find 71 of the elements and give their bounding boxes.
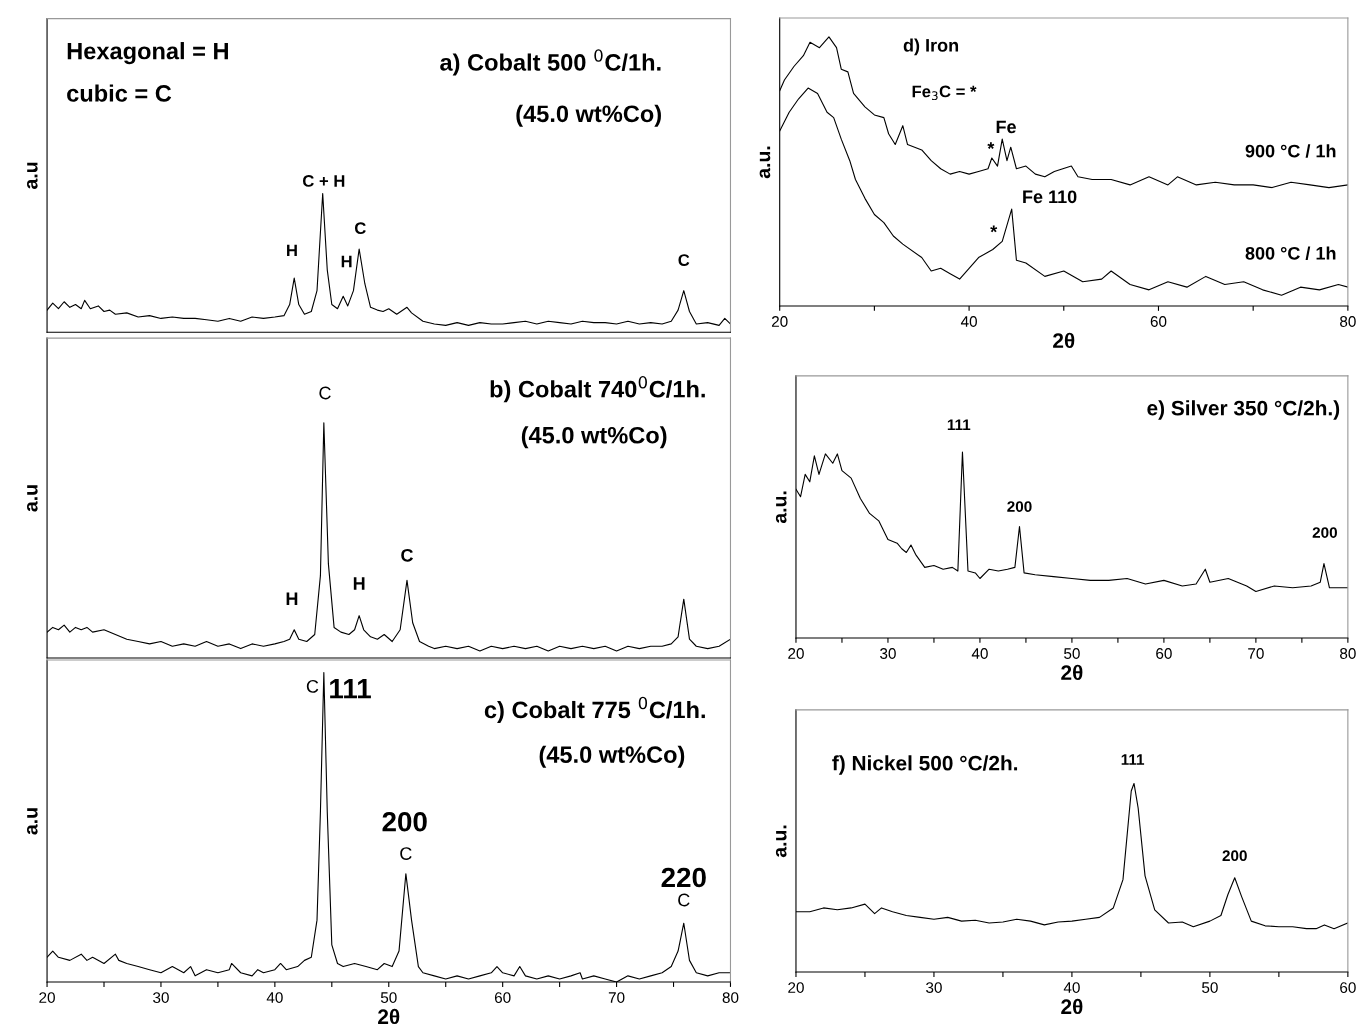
annotation: Fe$_{3}$C = * xyxy=(912,85,977,101)
chart-title: f) Nickel 500 °C/2h. xyxy=(832,755,1018,775)
x-tick-label: 20 xyxy=(788,648,804,659)
y-axis-title: a.u. xyxy=(775,491,787,524)
x-tick-label: 40 xyxy=(1063,982,1080,993)
annotation: C xyxy=(678,893,690,907)
x-tick-label: 60 xyxy=(1156,648,1172,659)
annotation: * xyxy=(987,142,995,149)
x-tick-label: 40 xyxy=(960,316,977,327)
chart-subtitle: (45.0 wt%Co) xyxy=(516,104,661,127)
x-axis-title: 2θ xyxy=(378,1008,400,1025)
annotation: 111 xyxy=(330,679,371,699)
annotation: Fe 110 xyxy=(1023,190,1077,204)
chart-title: b) Cobalt 740$^{0}$C/1h. xyxy=(490,376,705,403)
x-tick-label: 30 xyxy=(153,992,169,1003)
annotation: 220 xyxy=(661,867,706,888)
text: 111 xyxy=(1121,754,1145,765)
annotation: 200 xyxy=(1222,850,1247,862)
annotation: 200 xyxy=(1312,527,1337,538)
text: 111 xyxy=(947,419,971,430)
x-axis-title: 2θ xyxy=(1053,332,1075,349)
x-axis-title: 2θ xyxy=(1061,664,1083,681)
y-axis-title: a.u xyxy=(27,808,38,835)
text: cubic = C xyxy=(67,84,172,102)
text: c) Cobalt 775 $^{0}$C/1h. xyxy=(484,696,705,723)
annotation: C xyxy=(400,847,412,860)
x-tick-label: 50 xyxy=(1202,982,1218,993)
x-tick-label: 20 xyxy=(771,316,788,327)
annotation: H xyxy=(287,244,297,257)
annotation: C xyxy=(354,222,366,235)
text: C + H xyxy=(302,175,345,187)
series-label: 800 °C / 1h xyxy=(1245,246,1336,260)
y-axis-title: a.u xyxy=(27,485,38,512)
x-tick-label: 50 xyxy=(380,992,397,1003)
x-tick-label: 70 xyxy=(608,992,625,1003)
series-label: 900 °C / 1h xyxy=(1245,144,1336,158)
x-tick-label: 70 xyxy=(1248,648,1264,659)
y-axis-title: a.u xyxy=(27,162,38,189)
x-tick-label: 30 xyxy=(880,648,896,659)
text: (45.0 wt%Co) xyxy=(539,745,685,768)
annotation: Fe xyxy=(996,120,1016,134)
text: C xyxy=(319,386,331,400)
annotation: H xyxy=(286,592,298,606)
y-axis-title: a.u. xyxy=(759,146,771,179)
annotation: C xyxy=(306,679,319,693)
chart-title: a) Cobalt 500 $^{0}$C/1h. xyxy=(440,49,661,76)
x-tick-label: 40 xyxy=(971,648,988,659)
x-tick-label: 60 xyxy=(1340,982,1356,993)
x-axis-title: 2θ xyxy=(1061,998,1083,1015)
annotation: 200 xyxy=(382,811,427,832)
chart-title: e) Silver 350 °C/2h.) xyxy=(1147,400,1340,420)
text: Hexagonal = H xyxy=(67,42,228,65)
chart-title: d) Iron xyxy=(903,38,959,56)
annotation: H xyxy=(341,255,352,268)
x-tick-label: 80 xyxy=(1340,316,1356,327)
annotation: 200 xyxy=(1007,501,1032,512)
x-tick-label: 50 xyxy=(1064,648,1080,659)
x-tick-label: 60 xyxy=(1150,316,1167,327)
y-axis-title: a.u. xyxy=(775,825,787,858)
annotation: C xyxy=(678,254,690,266)
x-tick-label: 30 xyxy=(926,982,942,993)
x-tick-label: 80 xyxy=(1340,648,1356,659)
chart-subtitle: (45.0 wt%Co) xyxy=(521,426,667,449)
x-tick-label: 80 xyxy=(722,992,739,1003)
annotation: C xyxy=(401,548,414,562)
x-tick-label: 20 xyxy=(788,982,804,993)
x-tick-label: 40 xyxy=(266,992,283,1003)
annotation: H xyxy=(353,577,365,590)
x-tick-label: 60 xyxy=(494,992,511,1003)
x-tick-label: 20 xyxy=(39,992,55,1003)
annotation: * xyxy=(990,225,998,233)
